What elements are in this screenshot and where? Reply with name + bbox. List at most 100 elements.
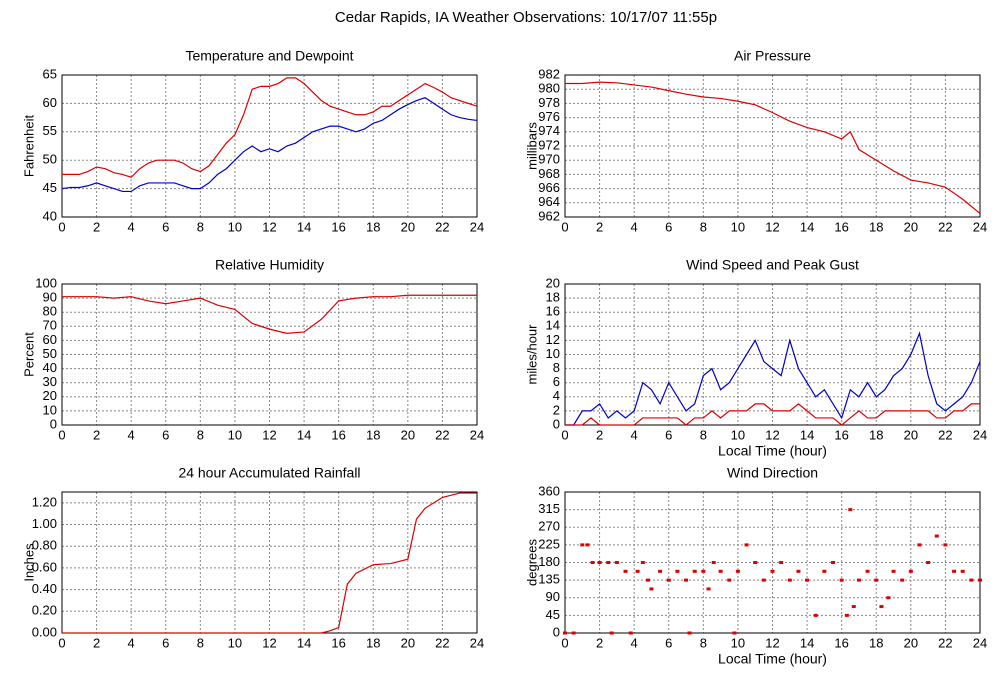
x-tick-label: 4 [128,219,135,234]
x-tick-label: 4 [631,635,638,650]
x-tick-label: 22 [435,635,449,650]
x-tick-label: 12 [262,635,276,650]
x-tick-label: 18 [366,427,380,442]
y-tick-label: 0 [553,416,560,431]
y-tick-label: 90 [546,589,560,604]
point [684,578,689,582]
x-tick-label: 18 [869,427,883,442]
y-tick-label: 14 [546,318,560,333]
y-tick-label: 1.20 [32,494,57,509]
y-axis-label: miles/hour [524,324,539,385]
y-tick-label: 1.00 [32,516,57,531]
point [706,587,711,591]
point [839,578,844,582]
series-line [62,492,477,634]
point [865,569,870,573]
point [635,569,640,573]
plot-frame [61,74,478,218]
point [649,587,654,591]
x-tick-label: 0 [561,635,568,650]
point [960,569,965,573]
y-axis-label: Fahrenheit [21,115,36,178]
x-tick-label: 12 [765,427,779,442]
point [580,543,585,547]
y-tick-label: 974 [538,123,560,138]
point [658,569,663,573]
point [563,631,567,635]
y-tick-label: 18 [546,290,560,305]
y-axis-label: Inches [21,543,36,582]
x-tick-label: 24 [470,427,484,442]
x-tick-label: 14 [297,219,311,234]
x-tick-label: 0 [561,219,568,234]
point [917,543,922,547]
y-tick-label: 10 [546,346,560,361]
point [761,578,766,582]
plot-frame [61,283,478,426]
point [628,631,633,635]
point [640,561,645,564]
point [692,569,697,573]
x-tick-label: 20 [904,635,918,650]
series-line [565,81,981,214]
x-tick-label: 2 [596,635,603,650]
y-tick-label: 180 [538,554,560,569]
x-tick-label: 22 [435,219,449,234]
point [796,569,801,573]
x-tick-label: 4 [631,219,638,234]
point [718,569,723,573]
point [675,569,680,573]
x-tick-label: 22 [435,427,449,442]
y-tick-label: 360 [538,483,560,498]
y-tick-label: 0.00 [32,624,57,639]
plot-frame [564,74,981,218]
point [666,578,671,582]
x-tick-label: 22 [938,427,952,442]
point [874,578,879,582]
point [609,631,614,635]
y-tick-label: 45 [43,180,57,195]
point [571,631,576,635]
series-line [61,97,478,193]
point [844,613,849,617]
x-tick-label: 10 [731,427,745,442]
y-tick-label: 978 [538,95,560,110]
x-tick-label: 16 [834,427,848,442]
y-tick-label: 4 [553,388,560,403]
x-tick-label: 0 [58,635,65,650]
point [879,605,884,609]
x-tick-label: 4 [128,635,135,650]
x-tick-label: 20 [904,219,918,234]
point [753,561,758,564]
x-tick-label: 6 [665,635,672,650]
y-tick-label: 100 [35,275,57,290]
y-tick-label: 20 [43,388,57,403]
x-tick-label: 8 [197,427,204,442]
y-tick-label: 225 [538,536,560,551]
y-axis-label: millibars [524,122,539,170]
y-tick-label: 972 [538,137,560,152]
x-tick-label: 2 [93,635,100,650]
point [831,561,836,564]
x-tick-label: 8 [700,219,707,234]
point [900,578,905,582]
y-tick-label: 10 [43,402,57,417]
x-tick-label: 12 [262,219,276,234]
x-tick-label: 2 [93,219,100,234]
x-tick-label: 18 [869,635,883,650]
point [813,613,818,617]
y-tick-label: 968 [538,166,560,181]
x-axis-label: Local Time (hour) [718,443,827,459]
point [623,569,628,573]
x-tick-label: 20 [401,427,415,442]
x-tick-label: 4 [128,427,135,442]
y-tick-label: 70 [43,318,57,333]
point [597,561,602,564]
series-line [62,294,477,334]
point [822,569,827,573]
x-tick-label: 2 [596,219,603,234]
point [701,569,706,573]
point [711,561,716,564]
point [856,578,861,582]
y-tick-label: 40 [43,360,57,375]
